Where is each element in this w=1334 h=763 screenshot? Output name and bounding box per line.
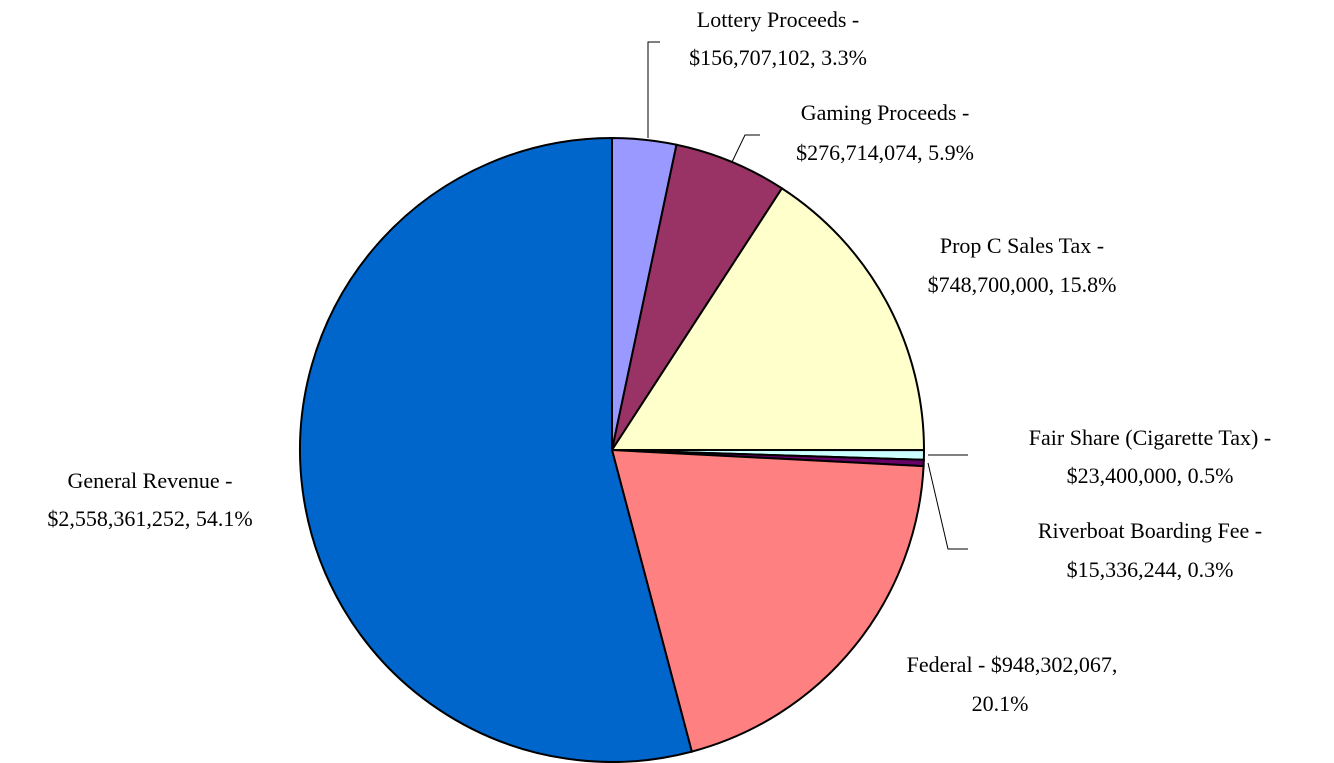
leader-line <box>927 462 968 550</box>
data-label: $276,714,074, 5.9% <box>796 140 974 165</box>
leader-line <box>647 41 660 138</box>
data-label: Prop C Sales Tax - <box>940 233 1104 258</box>
data-label: Federal - $948,302,067, <box>907 652 1118 677</box>
data-label: Riverboat Boarding Fee - <box>1038 518 1262 543</box>
data-label: $748,700,000, 15.8% <box>928 272 1117 297</box>
pie-slice <box>610 448 925 753</box>
data-label: $2,558,361,252, 54.1% <box>47 506 252 531</box>
data-label: $15,336,244, 0.3% <box>1067 557 1234 582</box>
data-label: Fair Share (Cigarette Tax) - <box>1029 425 1271 450</box>
data-label: 20.1% <box>972 691 1029 716</box>
data-label: $23,400,000, 0.5% <box>1067 463 1234 488</box>
data-label: General Revenue - <box>68 468 233 493</box>
pie-slice <box>610 186 926 452</box>
data-label: Gaming Proceeds - <box>801 100 970 125</box>
data-label: Lottery Proceeds - <box>697 7 860 32</box>
data-label: $156,707,102, 3.3% <box>689 45 867 70</box>
leader-line <box>731 134 760 163</box>
pie-slice <box>299 136 694 763</box>
